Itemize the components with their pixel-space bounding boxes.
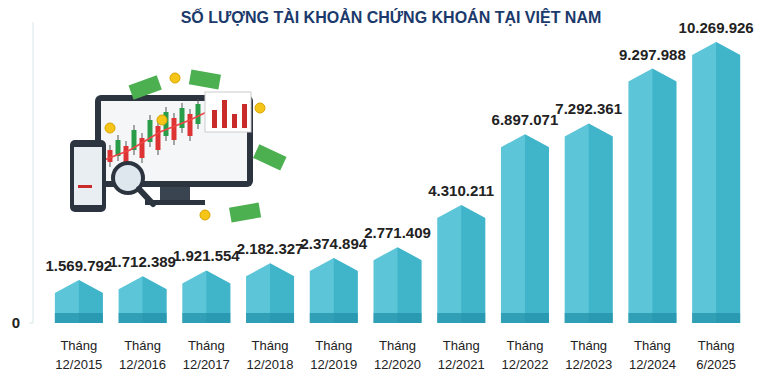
data-label: 1.569.792	[45, 257, 112, 274]
decoration	[253, 144, 287, 170]
bar-base	[501, 313, 549, 323]
bar-shade	[461, 205, 485, 323]
bar-base	[628, 313, 676, 323]
decoration	[189, 70, 221, 90]
bar-shade	[716, 42, 740, 323]
x-tick-label: Tháng12/2019	[310, 338, 357, 372]
bar	[310, 258, 358, 323]
data-label: 2.771.409	[364, 224, 431, 241]
bar-base	[55, 313, 103, 323]
bar	[374, 247, 422, 323]
bar-base	[119, 313, 167, 323]
decoration	[157, 115, 167, 125]
decoration	[104, 108, 215, 160]
x-tick-label: Tháng12/2024	[629, 338, 676, 372]
x-tick-label: Tháng12/2022	[501, 338, 548, 372]
bar	[692, 42, 740, 323]
bar-base	[182, 313, 230, 323]
decoration	[156, 126, 161, 150]
illustration	[70, 70, 287, 223]
bar	[628, 69, 676, 323]
x-tick-label: Tháng12/2023	[565, 338, 612, 372]
decoration	[212, 110, 217, 128]
chart: SỐ LƯỢNG TÀI KHOẢN CHỨNG KHOÁN TẠI VIỆT …	[0, 0, 782, 392]
decoration	[108, 150, 113, 162]
x-tick-label: Tháng12/2017	[183, 338, 230, 372]
decoration	[160, 187, 190, 201]
bar	[501, 134, 549, 323]
x-tick-label: Tháng12/2021	[438, 338, 485, 372]
bar-shade	[525, 134, 549, 323]
data-label: 9.297.988	[619, 46, 686, 63]
bar-shade	[589, 123, 613, 323]
decoration	[74, 147, 102, 205]
x-tick-label: Tháng12/2020	[374, 338, 421, 372]
decoration	[229, 203, 261, 223]
bar-base	[246, 313, 294, 323]
y-tick-label: 0	[12, 314, 20, 331]
bar	[182, 270, 230, 323]
decoration	[105, 123, 115, 133]
title: SỐ LƯỢNG TÀI KHOẢN CHỨNG KHOÁN TẠI VIỆT …	[181, 7, 602, 26]
x-tick-label: Tháng12/2016	[119, 338, 166, 372]
bar-shade	[652, 69, 676, 323]
decoration	[129, 75, 162, 99]
bar-base	[310, 313, 358, 323]
bar	[55, 280, 103, 323]
decoration	[78, 185, 92, 188]
y-axis	[33, 22, 34, 323]
data-label: 10.269.926	[679, 19, 754, 36]
bar	[119, 276, 167, 323]
bar-base	[374, 313, 422, 323]
data-label: 1.712.389	[109, 253, 176, 270]
bar-base	[437, 313, 485, 323]
decoration	[139, 189, 153, 204]
y-tick	[29, 323, 33, 324]
bar-base	[565, 313, 613, 323]
data-label: 2.374.894	[300, 235, 367, 252]
decoration	[170, 73, 180, 83]
decoration	[200, 210, 210, 220]
decoration	[180, 108, 185, 128]
x-tick-label: Tháng6/2025	[696, 338, 736, 372]
bar-shade	[398, 247, 422, 323]
data-label: 7.292.361	[555, 100, 622, 117]
bar	[437, 205, 485, 323]
bar	[246, 263, 294, 323]
decoration	[196, 104, 201, 124]
decoration	[255, 103, 265, 113]
decoration	[242, 104, 247, 128]
data-label: 4.310.211	[428, 182, 494, 199]
bar-base	[692, 313, 740, 323]
data-label: 2.182.327	[237, 240, 304, 257]
data-label: 6.897.071	[492, 111, 559, 128]
decoration	[222, 100, 227, 128]
data-label: 1.921.554	[173, 247, 240, 264]
decoration	[172, 118, 177, 140]
bar	[565, 123, 613, 323]
bars	[55, 42, 740, 323]
decoration	[232, 114, 237, 128]
decoration	[205, 92, 251, 132]
decoration	[188, 114, 193, 136]
decoration	[70, 140, 106, 212]
x-tick-label: Tháng12/2018	[247, 338, 294, 372]
x-tick-label: Tháng12/2015	[55, 338, 102, 372]
